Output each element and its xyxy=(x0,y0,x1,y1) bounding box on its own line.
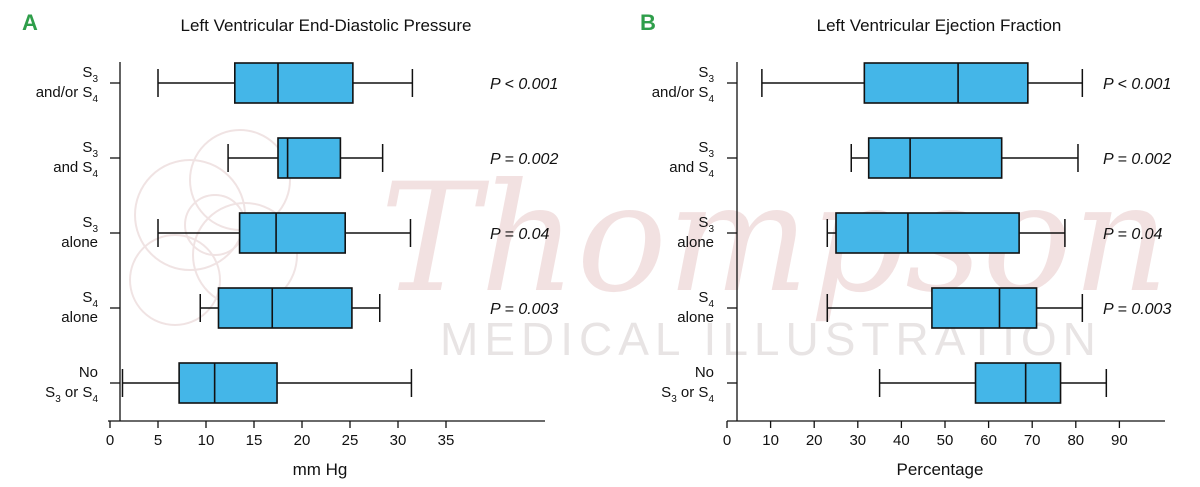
x-tick-label: 10 xyxy=(762,432,779,449)
x-tick-label: 20 xyxy=(806,432,823,449)
p-values-a: P < 0.001 P = 0.002 P = 0.04 P = 0.003 xyxy=(490,76,558,318)
iqr-box xyxy=(835,212,1020,254)
category-label-line1: S3 xyxy=(82,214,98,235)
watermark: Thompson MEDICAL ILLUSTRATION xyxy=(129,129,1169,365)
boxes-b xyxy=(761,62,1108,404)
iqr-box xyxy=(178,362,278,404)
category-label: No S3 or S4 xyxy=(45,364,98,405)
box-a-4 xyxy=(199,287,381,329)
x-tick-label: 10 xyxy=(198,432,215,449)
category-label-line2: and S4 xyxy=(53,159,98,180)
box-b-1 xyxy=(761,62,1084,104)
x-tick-label: 20 xyxy=(294,432,311,449)
category-label-line2: S3 or S4 xyxy=(661,384,714,405)
p-value-label: P < 0.001 xyxy=(1103,76,1171,93)
x-tick-label: 35 xyxy=(438,432,455,449)
category-label-line1: S3 xyxy=(698,139,714,160)
category-label: No S3 or S4 xyxy=(661,364,714,405)
x-tick-label: 15 xyxy=(246,432,263,449)
x-tick-label: 30 xyxy=(849,432,866,449)
x-tick-label: 0 xyxy=(106,432,114,449)
category-label-line1: S3 xyxy=(698,214,714,235)
chart-title-a: Left Ventricular End-Diastolic Pressure xyxy=(180,16,471,35)
category-label-line1: S4 xyxy=(698,289,714,310)
iqr-box xyxy=(867,137,1003,179)
boxes-a xyxy=(121,62,414,404)
iqr-box xyxy=(217,287,353,329)
p-value-label: P < 0.001 xyxy=(490,76,558,93)
category-label-line2: and/or S4 xyxy=(36,84,99,105)
x-ticks-a: 0 5 10 15 20 25 30 35 xyxy=(106,421,455,449)
panel-letter-a: A xyxy=(22,10,38,35)
x-tick-label: 30 xyxy=(390,432,407,449)
iqr-box xyxy=(238,212,347,254)
x-ticks-b: 0 10 20 30 40 50 60 70 80 90 xyxy=(723,421,1128,449)
box-a-3 xyxy=(157,212,412,254)
x-tick-label: 5 xyxy=(154,432,162,449)
category-label-line1: No xyxy=(79,364,98,381)
x-tick-label: 50 xyxy=(937,432,954,449)
category-label-line1: S3 xyxy=(698,64,714,85)
x-axis-label-b: Percentage xyxy=(897,460,984,479)
box-b-2 xyxy=(850,137,1079,179)
p-values-b: P < 0.001 P = 0.002 P = 0.04 P = 0.003 xyxy=(1103,76,1171,318)
panel-b: B Left Ventricular Ejection Fraction 0 10… xyxy=(640,10,1171,479)
x-tick-label: 0 xyxy=(723,432,731,449)
iqr-box xyxy=(234,62,354,104)
panel-letter-b: B xyxy=(640,10,656,35)
category-label-line2: alone xyxy=(61,309,98,326)
category-label-line1: No xyxy=(695,364,714,381)
category-label-line1: S4 xyxy=(82,289,98,310)
box-a-5 xyxy=(121,362,413,404)
category-label-line1: S3 xyxy=(82,64,98,85)
category-label-line2: S3 or S4 xyxy=(45,384,98,405)
category-label-line2: and S4 xyxy=(669,159,714,180)
box-b-4 xyxy=(826,287,1084,329)
iqr-box xyxy=(863,62,1029,104)
p-value-label: P = 0.002 xyxy=(490,151,558,168)
box-b-5 xyxy=(878,362,1108,404)
x-tick-label: 40 xyxy=(893,432,910,449)
category-label-line2: alone xyxy=(61,234,98,251)
p-value-label: P = 0.04 xyxy=(490,226,550,243)
category-label-line1: S3 xyxy=(82,139,98,160)
watermark-script: Thompson xyxy=(380,152,1169,326)
iqr-box xyxy=(974,362,1062,404)
panel-a: A Left Ventricular End-Diastolic Pressur… xyxy=(22,10,558,479)
p-value-label: P = 0.04 xyxy=(1103,226,1163,243)
p-value-label: P = 0.003 xyxy=(490,301,558,318)
x-tick-label: 70 xyxy=(1024,432,1041,449)
x-axis-label-a: mm Hg xyxy=(293,460,348,479)
x-tick-label: 25 xyxy=(342,432,359,449)
box-b-3 xyxy=(826,212,1066,254)
category-label-line2: alone xyxy=(677,309,714,326)
category-label-line2: and/or S4 xyxy=(652,84,715,105)
p-value-label: P = 0.002 xyxy=(1103,151,1171,168)
iqr-box xyxy=(931,287,1038,329)
box-a-2 xyxy=(227,137,384,179)
x-tick-label: 80 xyxy=(1067,432,1084,449)
x-tick-label: 60 xyxy=(980,432,997,449)
chart-title-b: Left Ventricular Ejection Fraction xyxy=(817,16,1062,35)
category-label-line2: alone xyxy=(677,234,714,251)
x-tick-label: 90 xyxy=(1111,432,1128,449)
box-a-1 xyxy=(157,62,414,104)
p-value-label: P = 0.003 xyxy=(1103,301,1171,318)
